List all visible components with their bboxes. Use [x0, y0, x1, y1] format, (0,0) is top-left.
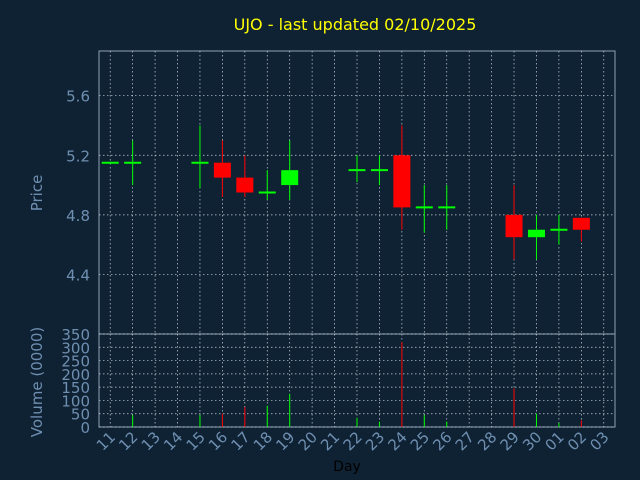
price-y-tick-label: 5.2	[66, 147, 90, 165]
price-y-tick-label: 4.8	[66, 207, 90, 225]
volume-y-tick-label: 250	[61, 353, 90, 371]
volume-y-tick-label: 350	[61, 326, 90, 344]
price-panel: 4.4 4.8 5.2 5.6 Price	[28, 50, 616, 335]
volume-axis-label: Volume (0000)	[28, 327, 46, 437]
candle-body	[393, 155, 411, 208]
volume-y-tick-label: 0	[80, 419, 90, 437]
candlesticks	[101, 125, 590, 260]
price-y-tick-label: 5.6	[66, 88, 90, 106]
candle-body	[572, 217, 590, 230]
candle-body	[505, 214, 523, 238]
chart-title: UJO - last updated 02/10/2025	[234, 15, 477, 34]
x-tick-labels: 1112131415161718192021222324252627282930…	[93, 428, 613, 454]
price-y-tick-labels: 4.4 4.8 5.2 5.6	[66, 88, 90, 285]
candle-body	[527, 229, 545, 238]
volume-bars	[132, 341, 582, 427]
volume-y-tick-label: 300	[61, 339, 90, 357]
price-axis-label: Price	[28, 175, 46, 212]
volume-y-tick-label: 100	[61, 392, 90, 410]
price-y-tick-label: 4.4	[66, 266, 90, 284]
candle-body	[213, 162, 231, 178]
volume-y-tick-label: 150	[61, 379, 90, 397]
volume-y-tick-label: 50	[71, 406, 90, 424]
candle-body	[236, 177, 254, 193]
volume-y-tick-label: 200	[61, 366, 90, 384]
candle-body	[281, 170, 299, 186]
x-axis-label: Day	[333, 459, 361, 475]
